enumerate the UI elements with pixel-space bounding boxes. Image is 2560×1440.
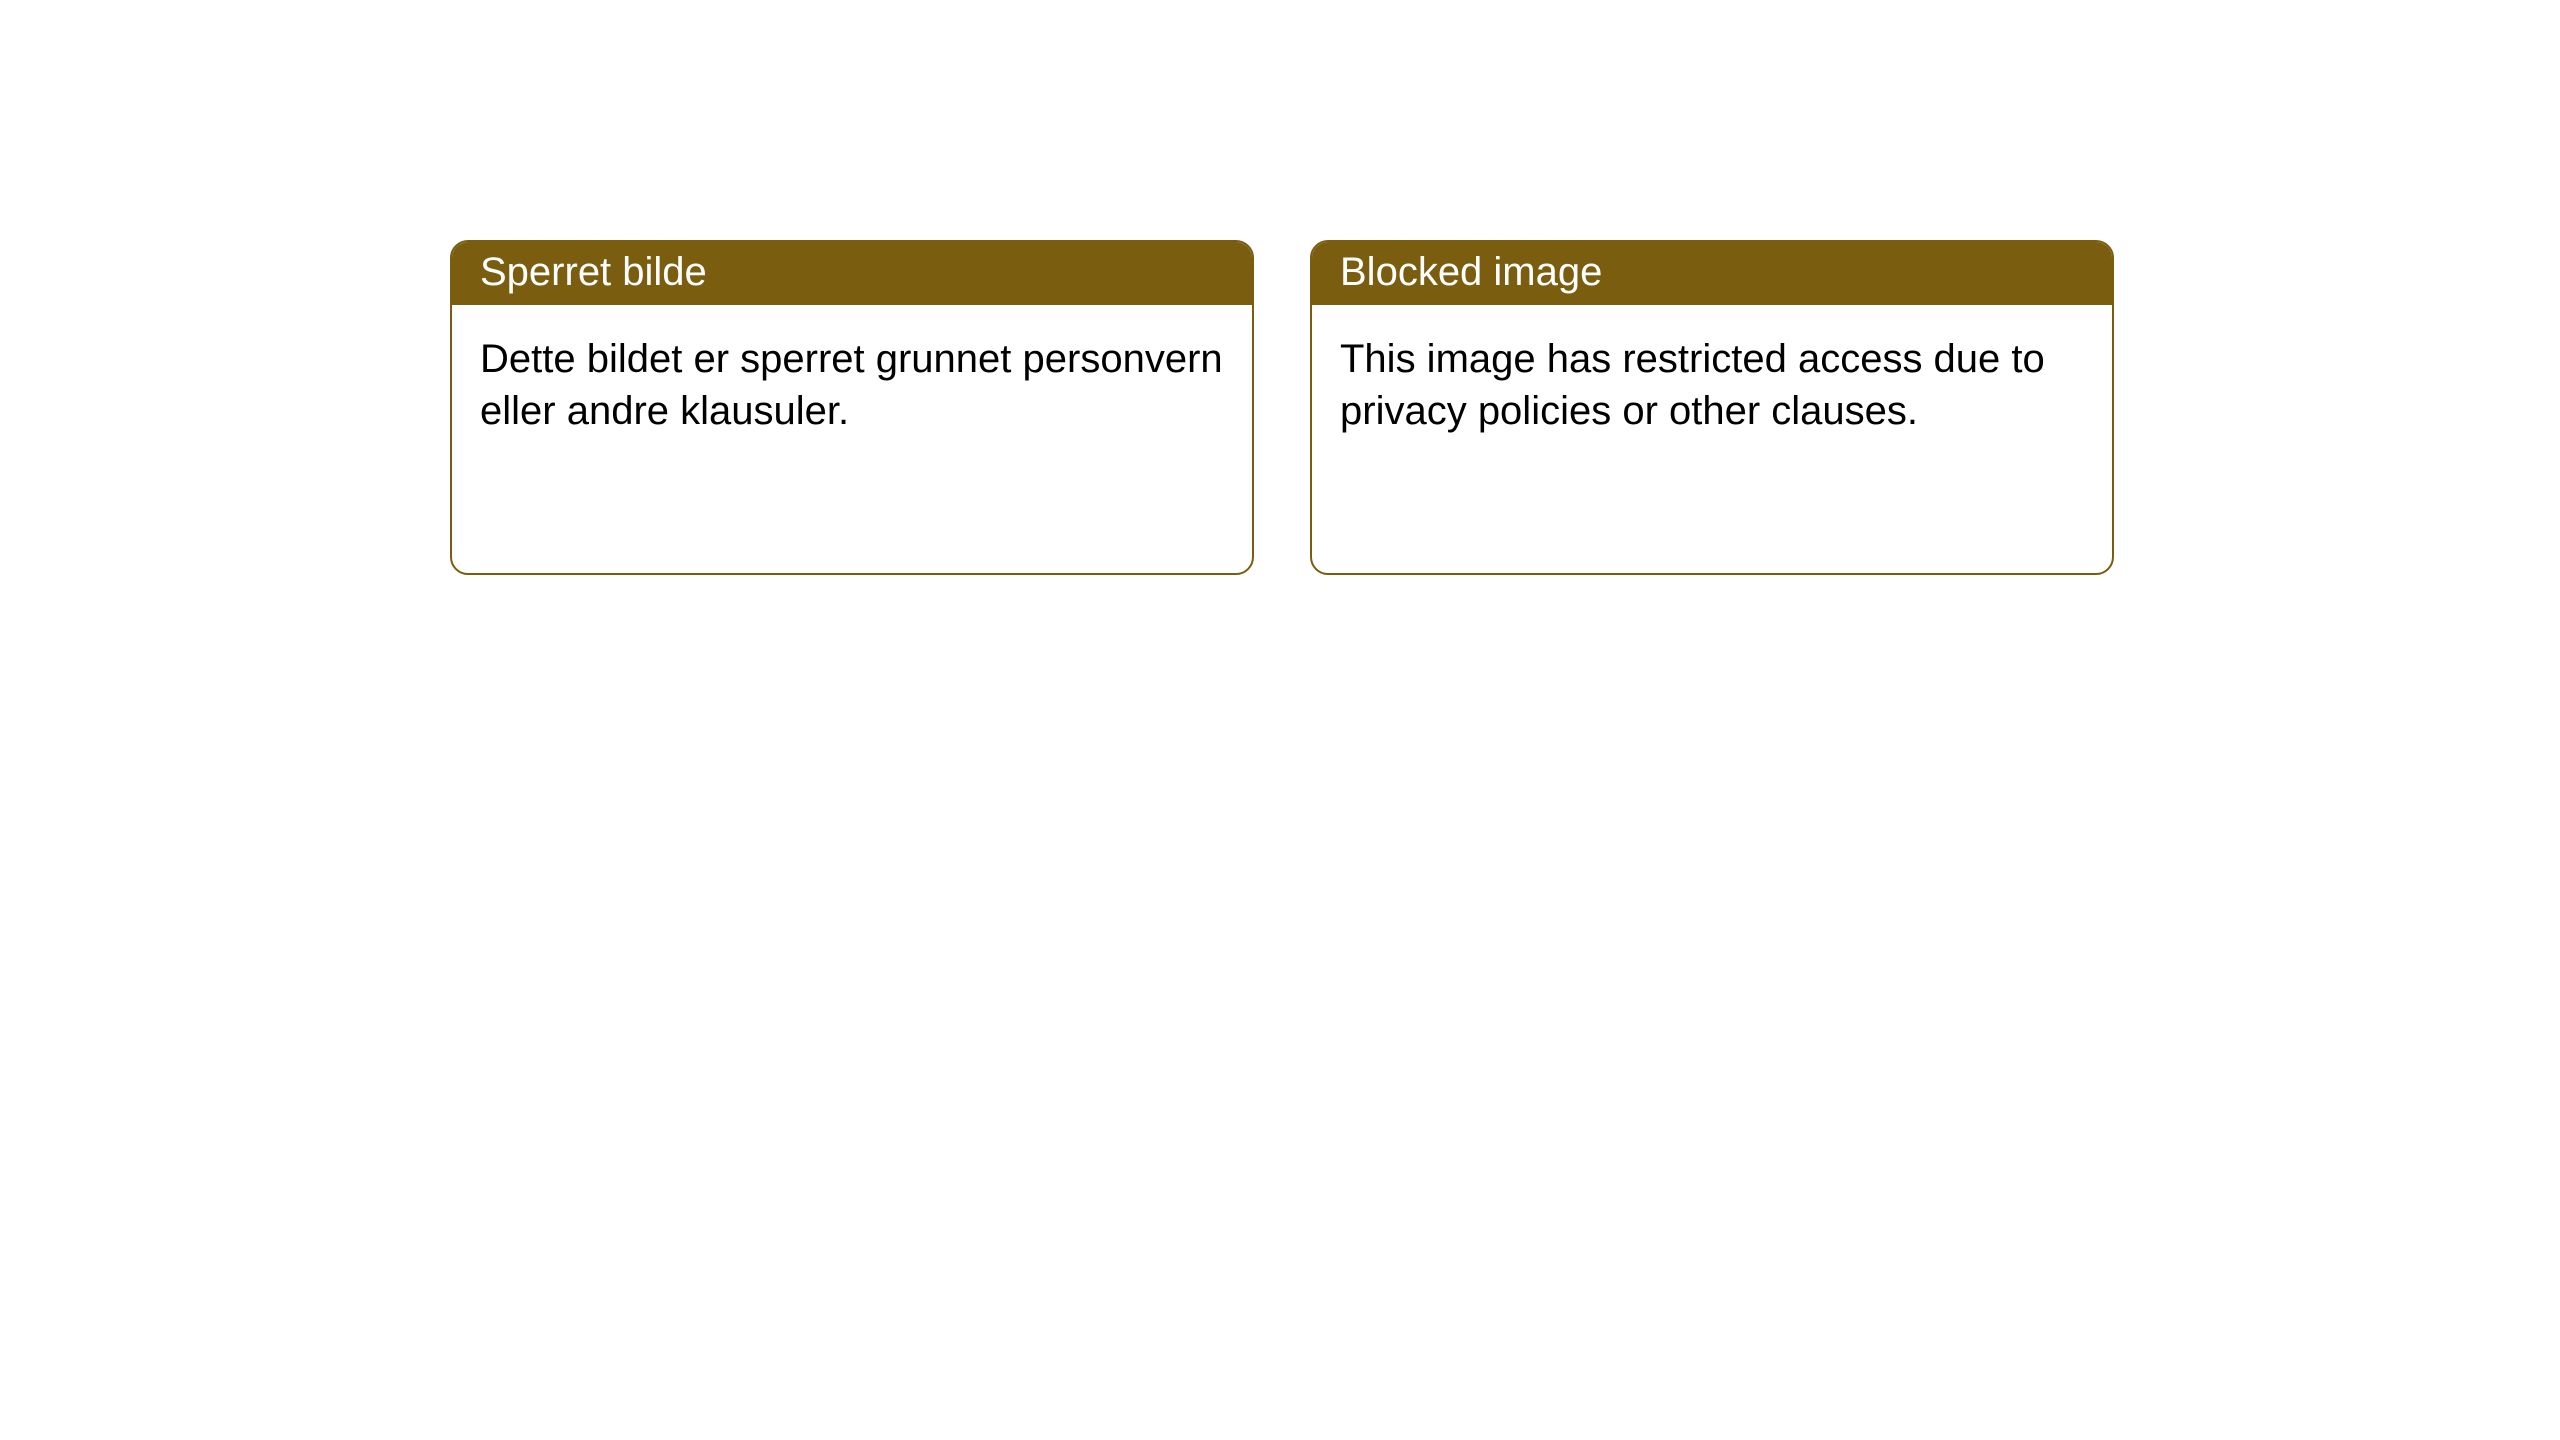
panel-body-no: Dette bildet er sperret grunnet personve… (452, 305, 1252, 465)
panel-body-en: This image has restricted access due to … (1312, 305, 2112, 465)
notices-container: Sperret bilde Dette bildet er sperret gr… (0, 0, 2560, 575)
panel-title-no: Sperret bilde (452, 242, 1252, 305)
blocked-image-panel-no: Sperret bilde Dette bildet er sperret gr… (450, 240, 1254, 575)
panel-title-en: Blocked image (1312, 242, 2112, 305)
blocked-image-panel-en: Blocked image This image has restricted … (1310, 240, 2114, 575)
